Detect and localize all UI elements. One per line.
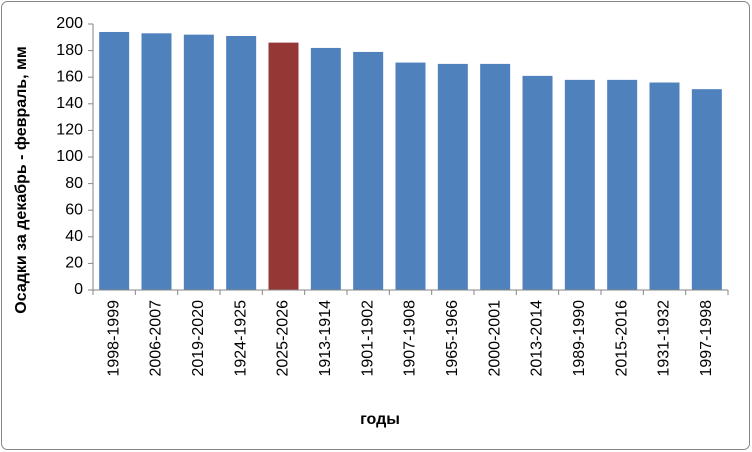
x-tick-label: 1997-1998	[698, 300, 715, 377]
y-tick-label: 80	[65, 175, 83, 192]
bar	[522, 75, 553, 291]
bar	[564, 79, 595, 290]
bar	[141, 33, 172, 291]
bar	[268, 42, 299, 291]
y-tick-label: 40	[65, 228, 83, 245]
x-tick-label: 1901-1902	[359, 300, 376, 377]
x-tick-label: 2000-2001	[486, 300, 503, 377]
x-tick-label: 2015-2016	[613, 300, 630, 377]
x-axis-title: годы	[360, 411, 400, 428]
x-tick-label: 1998-1999	[105, 300, 122, 377]
bar	[691, 89, 722, 290]
x-tick-label: 1924-1925	[232, 300, 249, 377]
y-tick-label: 140	[56, 95, 83, 112]
bar	[226, 35, 257, 290]
y-tick-label: 180	[56, 42, 83, 59]
bar	[183, 34, 214, 290]
x-tick-label: 2019-2020	[190, 300, 207, 377]
x-tick-label: 1913-1914	[317, 300, 334, 377]
x-tick-label: 1989-1990	[571, 300, 588, 377]
x-tick-label: 1907-1908	[402, 300, 419, 377]
bar	[437, 63, 468, 291]
x-tick-label: 2013-2014	[529, 300, 546, 377]
y-tick-label: 20	[65, 255, 83, 272]
bar	[480, 63, 511, 291]
bar	[310, 47, 341, 290]
y-axis-title: Осадки за декабрь - февраль, мм	[13, 46, 30, 313]
x-tick-label: 1931-1932	[656, 300, 673, 377]
bar	[649, 82, 680, 291]
bar	[607, 79, 638, 290]
x-tick-label: 2006-2007	[148, 300, 165, 377]
bar	[395, 62, 426, 290]
y-tick-label: 0	[74, 281, 83, 298]
y-tick-label: 120	[56, 122, 83, 139]
y-tick-label: 60	[65, 201, 83, 218]
y-tick-label: 160	[56, 68, 83, 85]
x-tick-label: 1965-1966	[444, 300, 461, 377]
y-tick-label: 100	[56, 148, 83, 165]
x-tick-label: 2025-2026	[275, 300, 292, 377]
bar	[353, 51, 384, 291]
y-tick-label: 200	[56, 15, 83, 32]
bar	[99, 31, 130, 290]
